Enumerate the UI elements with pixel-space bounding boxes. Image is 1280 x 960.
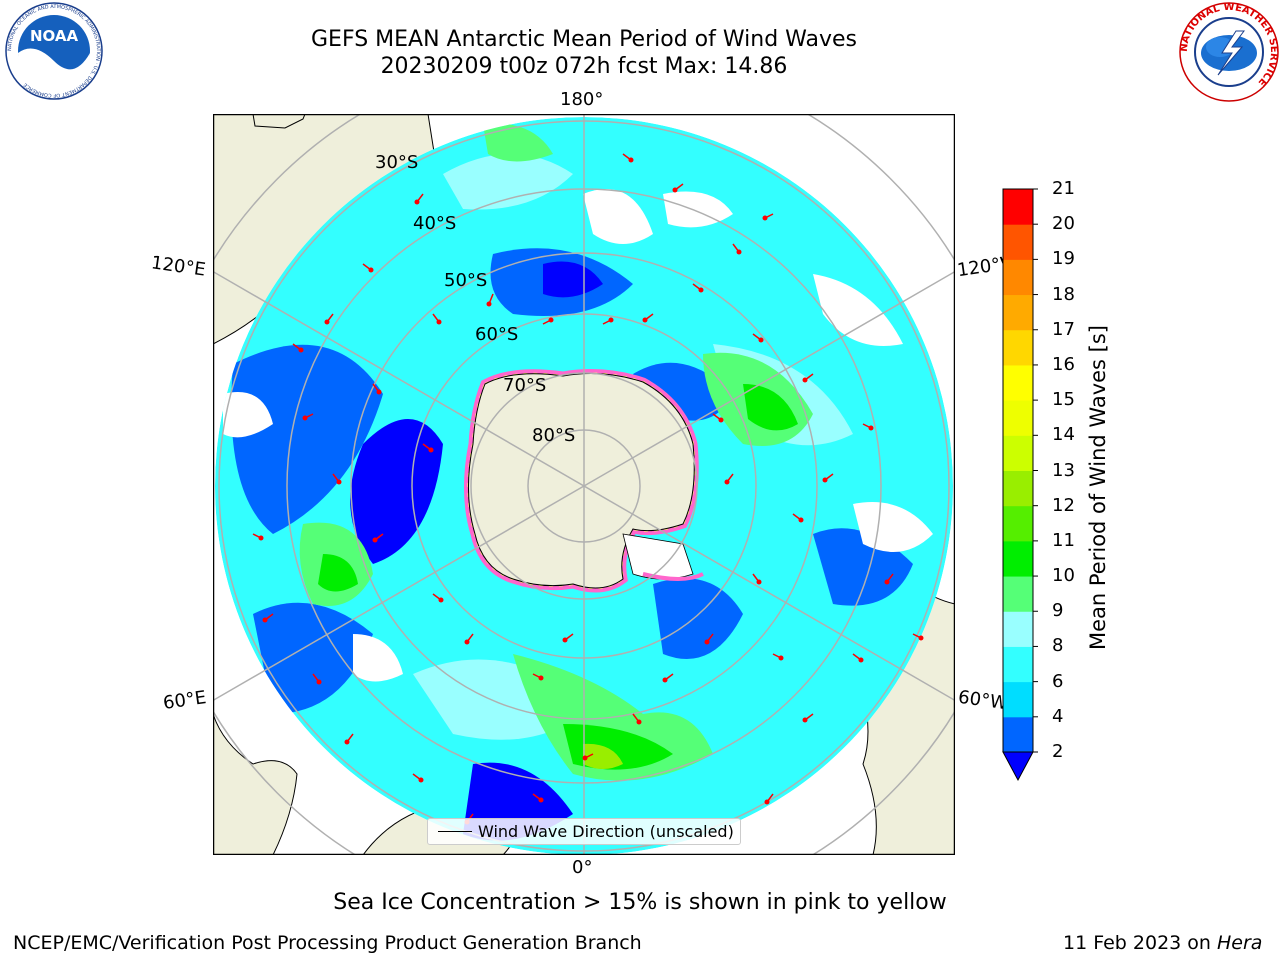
colorbar-bin: [1003, 576, 1033, 612]
colorbar-tick-label: 10: [1052, 565, 1075, 587]
noaa-logo: NOAA NATIONAL OCEANIC AND ATMOSPHERIC AD…: [5, 2, 103, 100]
colorbar-bin: [1003, 716, 1033, 753]
lat-label-60s: 60°S: [475, 324, 519, 345]
colorbar-bin: [1003, 611, 1033, 647]
footer-date: 11 Feb 2023 on: [1063, 932, 1217, 954]
lat-label-30s: 30°S: [375, 152, 419, 173]
colorbar-tick-label: 21: [1052, 178, 1075, 199]
colorbar-tick-label: 19: [1052, 248, 1075, 270]
colorbar-bin: [1003, 364, 1033, 401]
lon-label-120e: 120°E: [149, 252, 207, 281]
colorbar-bin: [1003, 470, 1033, 507]
colorbar-tick-label: 11: [1052, 529, 1075, 551]
colorbar-bin: [1003, 681, 1033, 718]
wind-wave-arrowheads: [258, 157, 924, 825]
nws-logo: NATIONAL WEATHER SERVICE: [1179, 2, 1279, 102]
map-frame: [213, 114, 955, 855]
lat-label-40s: 40°S: [413, 213, 457, 234]
legend-label: Wind Wave Direction (unscaled): [478, 822, 734, 841]
lat-label-80s: 80°S: [532, 425, 576, 446]
footer-left: NCEP/EMC/Verification Post Processing Pr…: [13, 932, 642, 954]
colorbar-bin: [1003, 224, 1033, 260]
footer-right: 11 Feb 2023 on Hera: [1063, 932, 1262, 954]
map-legend: Wind Wave Direction (unscaled): [427, 818, 741, 845]
legend-line-swatch: [438, 831, 472, 832]
noaa-logo-text: NOAA: [30, 27, 79, 45]
colorbar-bin: [1003, 646, 1033, 683]
colorbar-tick-label: 13: [1052, 459, 1075, 481]
colorbar-tick-label: 4: [1052, 705, 1064, 727]
colorbar-tick-label: 6: [1052, 670, 1064, 692]
colorbar-tick-label: 12: [1052, 494, 1075, 516]
polar-map: [213, 114, 955, 855]
lon-label-180: 180°: [560, 89, 604, 110]
colorbar-tick-label: 15: [1052, 389, 1075, 411]
colorbar-tick-label: 14: [1052, 424, 1075, 446]
colorbar-extend-triangle: [1002, 751, 1034, 782]
colorbar-tick-label: 16: [1052, 353, 1075, 375]
colorbar-bin: [1003, 435, 1033, 471]
footer-host: Hera: [1217, 932, 1263, 954]
colorbar-tick-label: 20: [1052, 213, 1075, 235]
colorbar-bin: [1003, 505, 1033, 542]
colorbar-bin: [1003, 329, 1033, 366]
title-line-2: 20230209 t00z 072h fcst Max: 14.86: [380, 54, 788, 79]
colorbar-bin: [1003, 189, 1033, 225]
colorbar-tick-label: 9: [1052, 600, 1064, 622]
antarctica: [464, 369, 704, 593]
colorbar-label: Mean Period of Wind Waves [s]: [1086, 325, 1110, 650]
graticule: [213, 114, 955, 855]
lon-label-60e: 60°E: [161, 687, 208, 714]
colorbar-bin: [1003, 540, 1033, 577]
sea-ice-note: Sea Ice Concentration > 15% is shown in …: [333, 890, 947, 915]
colorbar-tick-label: 8: [1052, 635, 1064, 657]
colorbar-tick-label: 18: [1052, 283, 1075, 305]
colorbar-tick-label: 2: [1052, 741, 1064, 762]
colorbar-bin: [1003, 294, 1033, 331]
colorbar-bin: [1003, 400, 1033, 436]
colorbar-tick-label: 17: [1052, 318, 1075, 340]
lat-label-50s: 50°S: [444, 270, 488, 291]
lat-label-70s: 70°S: [503, 375, 547, 396]
title-line-1: GEFS MEAN Antarctic Mean Period of Wind …: [311, 27, 857, 52]
colorbar-bin: [1003, 259, 1033, 296]
lon-label-0: 0°: [572, 857, 593, 878]
colorbar: [1002, 188, 1038, 782]
